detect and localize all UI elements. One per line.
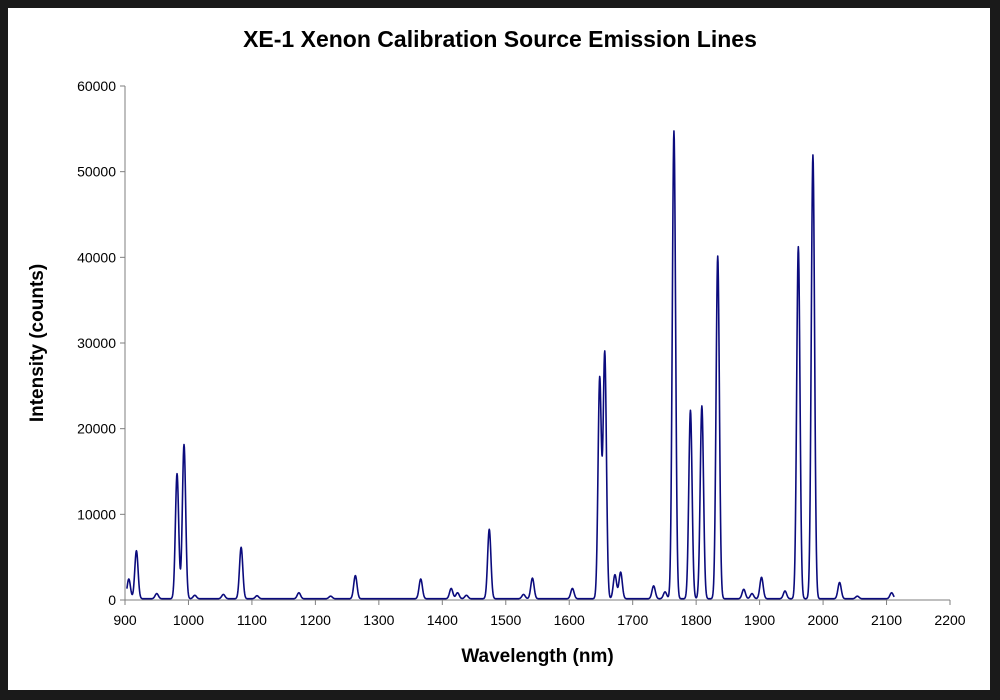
x-tick-label: 1900 [744, 612, 775, 628]
y-tick-label: 0 [108, 592, 116, 608]
x-tick-label: 1700 [617, 612, 648, 628]
x-tick-label: 2000 [807, 612, 838, 628]
series-line-spectrum [126, 130, 895, 600]
x-tick-label: 2100 [871, 612, 902, 628]
y-tick-label: 40000 [77, 249, 116, 265]
y-tick-label: 50000 [77, 164, 116, 180]
x-tick-label: 2200 [934, 612, 965, 628]
chart-title: XE-1 Xenon Calibration Source Emission L… [243, 26, 757, 52]
x-tick-label: 1500 [490, 612, 521, 628]
x-tick-label: 1100 [237, 612, 267, 628]
x-tick-label: 1800 [681, 612, 712, 628]
x-tick-label: 1300 [363, 612, 394, 628]
y-tick-label: 10000 [77, 506, 116, 522]
chart-frame [8, 8, 990, 690]
x-tick-label: 1000 [173, 612, 204, 628]
x-tick-label: 1200 [300, 612, 331, 628]
y-tick-label: 60000 [77, 78, 116, 94]
y-tick-label: 30000 [77, 335, 116, 351]
x-axis-label: Wavelength (nm) [461, 646, 614, 667]
x-tick-label: 1600 [554, 612, 585, 628]
x-tick-label: 1400 [427, 612, 458, 628]
x-tick-label: 900 [113, 612, 137, 628]
y-tick-label: 20000 [77, 421, 116, 437]
